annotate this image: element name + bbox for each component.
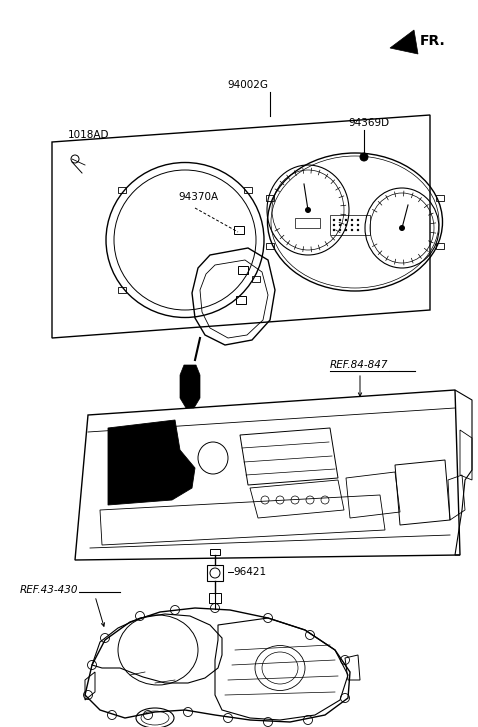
Circle shape (351, 219, 353, 221)
Circle shape (339, 219, 341, 221)
Bar (207, 565, 223, 581)
Bar (252, 276, 260, 282)
Bar (330, 215, 370, 235)
Circle shape (333, 224, 335, 226)
Circle shape (345, 219, 347, 221)
Circle shape (345, 229, 347, 231)
Text: REF.43-430: REF.43-430 (20, 585, 78, 595)
Circle shape (351, 229, 353, 231)
Circle shape (357, 224, 359, 226)
Circle shape (333, 229, 335, 231)
Circle shape (351, 224, 353, 226)
Circle shape (339, 229, 341, 231)
Polygon shape (180, 365, 200, 408)
Text: 96421: 96421 (233, 567, 266, 577)
Bar (435, 243, 444, 249)
Bar (236, 296, 246, 304)
Bar (295, 218, 320, 228)
Text: 1018AD: 1018AD (68, 130, 109, 140)
Bar (118, 187, 126, 193)
Polygon shape (108, 420, 195, 505)
Bar (435, 195, 444, 201)
Bar (238, 266, 248, 274)
Circle shape (345, 224, 347, 226)
Circle shape (360, 153, 368, 161)
Polygon shape (390, 30, 418, 54)
Bar (234, 226, 244, 234)
Circle shape (305, 207, 311, 213)
Text: 94002G: 94002G (228, 80, 269, 90)
Bar (210, 549, 220, 555)
Circle shape (399, 225, 405, 231)
Bar (209, 593, 221, 603)
Circle shape (333, 219, 335, 221)
Text: REF.84-847: REF.84-847 (330, 360, 389, 370)
Circle shape (357, 219, 359, 221)
Bar (244, 187, 252, 193)
Text: 94370A: 94370A (178, 192, 218, 202)
Bar (118, 287, 126, 293)
Text: 94369D: 94369D (348, 118, 389, 128)
Circle shape (339, 224, 341, 226)
Bar (266, 195, 274, 201)
Bar (266, 243, 274, 249)
Circle shape (357, 229, 359, 231)
Text: FR.: FR. (420, 34, 446, 48)
